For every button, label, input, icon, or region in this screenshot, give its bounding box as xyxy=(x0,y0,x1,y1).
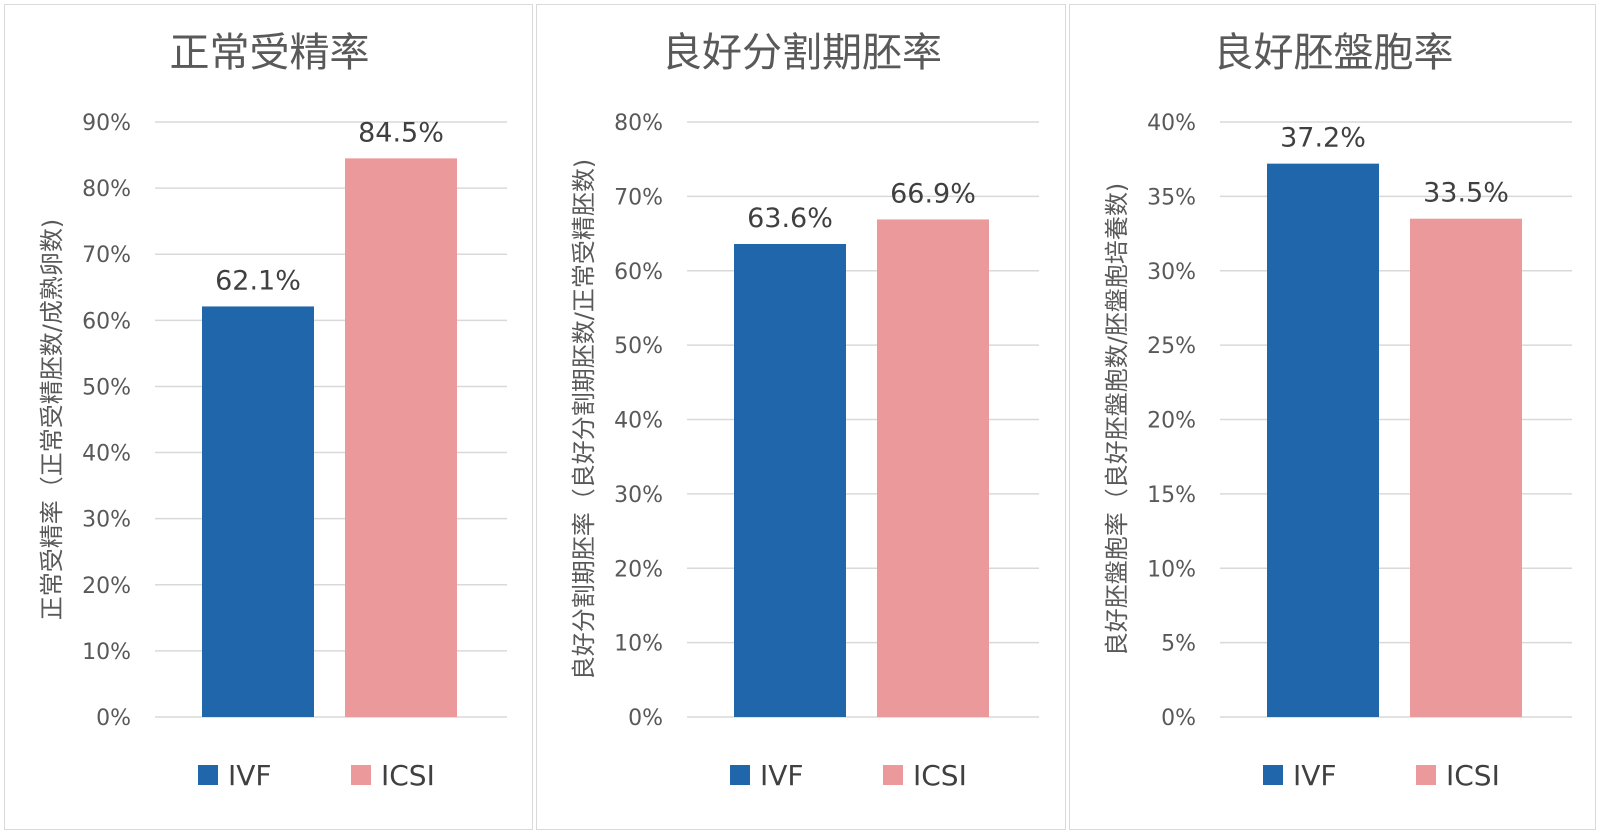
y-tick-label: 10% xyxy=(1147,557,1196,582)
legend-label-ivf: IVF xyxy=(1293,759,1337,792)
y-tick-label: 5% xyxy=(1161,632,1196,657)
y-tick-label: 40% xyxy=(1147,111,1196,136)
chart-title: 良好胚盤胞率 xyxy=(1214,30,1454,76)
y-tick-label: 50% xyxy=(614,334,663,359)
y-tick-label: 50% xyxy=(82,375,131,400)
chart-panel-3: 良好胚盤胞率良好胚盤胞率（良好胚盤胞数/胚盤胞培養数) 0% 5% 10% 15% 20%… xyxy=(1069,4,1596,830)
y-tick-label: 40% xyxy=(82,442,131,467)
y-tick-label: 0% xyxy=(96,706,131,731)
y-tick-label: 0% xyxy=(628,706,663,731)
y-tick-label: 30% xyxy=(1147,260,1196,285)
legend-swatch-ivf xyxy=(1263,765,1283,785)
y-tick-label: 70% xyxy=(82,243,131,268)
y-tick-label: 25% xyxy=(1147,334,1196,359)
bar-ivf xyxy=(202,306,314,717)
y-tick-label: 35% xyxy=(1147,185,1196,210)
legend-swatch-ivf xyxy=(198,765,218,785)
data-label: 62.1% xyxy=(215,265,301,296)
y-tick-label: 30% xyxy=(82,508,131,533)
y-axis-label: 正常受精率（正常受精胚数/成熟卵数) xyxy=(38,219,66,620)
bar-icsi xyxy=(1410,218,1522,717)
legend-label-ivf: IVF xyxy=(760,759,804,792)
y-tick-label: 10% xyxy=(614,632,663,657)
data-label: 84.5% xyxy=(358,117,444,148)
legend-label-icsi: ICSI xyxy=(381,759,435,792)
y-tick-label: 60% xyxy=(614,260,663,285)
y-tick-label: 30% xyxy=(614,483,663,508)
legend-label-icsi: ICSI xyxy=(1446,759,1500,792)
bar-icsi xyxy=(345,158,457,718)
chart-title: 良好分割期胚率 xyxy=(662,30,942,76)
legend-label-ivf: IVF xyxy=(228,759,272,792)
y-tick-label: 20% xyxy=(82,574,131,599)
bar-ivf xyxy=(734,243,846,717)
y-tick-label: 40% xyxy=(614,409,663,434)
legend-label-icsi: ICSI xyxy=(913,759,967,792)
y-tick-label: 80% xyxy=(614,111,663,136)
y-axis-label: 良好分割期胚率（良好分割期胚数/正常受精胚数) xyxy=(570,159,598,680)
y-axis-label: 良好胚盤胞率（良好胚盤胞数/胚盤胞培養数) xyxy=(1103,183,1131,656)
legend-swatch-icsi xyxy=(883,765,903,785)
y-tick-label: 10% xyxy=(82,640,131,665)
bar-ivf xyxy=(1267,163,1379,717)
y-tick-label: 90% xyxy=(82,111,131,136)
chart-panel-1: 正常受精率正常受精率（正常受精胚数/成熟卵数) 0% 10% 20% 30% 40% 50%… xyxy=(4,4,533,830)
y-tick-label: 70% xyxy=(614,185,663,210)
data-label: 37.2% xyxy=(1280,123,1366,154)
legend-swatch-icsi xyxy=(351,765,371,785)
data-label: 66.9% xyxy=(890,178,976,209)
y-tick-label: 60% xyxy=(82,309,131,334)
bar-icsi xyxy=(877,219,989,717)
y-tick-label: 15% xyxy=(1147,483,1196,508)
chart-title: 正常受精率 xyxy=(170,30,370,76)
legend-swatch-ivf xyxy=(730,765,750,785)
y-tick-label: 80% xyxy=(82,177,131,202)
data-label: 63.6% xyxy=(747,203,833,234)
y-tick-label: 20% xyxy=(1147,409,1196,434)
data-label: 33.5% xyxy=(1423,178,1509,209)
chart-panel-2: 良好分割期胚率良好分割期胚率（良好分割期胚数/正常受精胚数) 0% 10% 20% 30… xyxy=(536,4,1066,830)
y-tick-label: 20% xyxy=(614,557,663,582)
y-tick-label: 0% xyxy=(1161,706,1196,731)
legend-swatch-icsi xyxy=(1416,765,1436,785)
